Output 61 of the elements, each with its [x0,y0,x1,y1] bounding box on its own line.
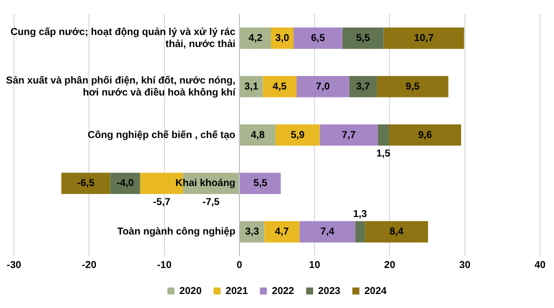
bar [378,124,389,146]
data-label: -6,5 [77,178,95,190]
data-label: 4,8 [250,130,266,141]
legend-label: 2024 [364,286,388,297]
y-tick-label: Công nghiệp chế biến , chế tạo [88,130,236,141]
data-label: 9,5 [406,81,420,92]
legend-label: 2022 [272,286,295,297]
data-label: -5,7 [153,196,171,208]
x-tick-label: -10 [157,260,172,271]
bar [364,221,428,242]
data-label: 3,3 [245,226,260,238]
x-tick-label: -30 [6,260,22,271]
data-label: 1,5 [376,148,391,160]
bar [240,28,271,49]
data-label: -4,0 [116,178,134,190]
data-label: 7,4 [320,226,335,238]
bar [264,221,300,242]
x-tick-label: 40 [534,260,546,271]
data-label: 8,4 [390,226,404,238]
bar [320,124,378,146]
legend-label: 2020 [179,286,202,297]
data-label: 4,2 [248,32,263,44]
bar [275,124,320,146]
data-label: 3,0 [275,32,290,44]
bar [240,172,281,194]
data-label: 10,7 [414,32,434,44]
bar [355,221,365,242]
bar [342,28,384,49]
legend-label: 2021 [226,286,248,297]
data-label: 7,7 [342,130,356,141]
bar [388,124,462,146]
x-tick-label: 0 [236,260,243,271]
data-label: 9,6 [418,130,432,141]
data-label: -7,5 [202,196,220,208]
data-label: 5,5 [253,178,268,190]
bar [376,76,448,98]
bar [349,76,377,98]
data-label: 7,0 [316,81,330,92]
bar [61,172,110,194]
data-label: 6,5 [311,32,326,44]
x-tick-label: 10 [309,260,321,271]
data-label: 5,9 [290,130,306,141]
data-label: 4,5 [272,81,288,92]
x-tick-label: 20 [384,260,396,271]
data-label: 1,3 [353,208,368,220]
data-label: 5,5 [356,32,370,44]
y-tick-label: Cung cấp nước; hoạt động quản lý và xử lý rác thải, nước thải [10,26,236,50]
bar [294,28,342,49]
legend-label: 2023 [318,286,341,297]
x-tick-label: 30 [459,260,471,271]
bar [300,221,356,242]
data-label: 4,7 [274,226,290,238]
data-label: 3,1 [244,81,259,92]
x-tick-label: -20 [82,260,97,271]
bar [262,76,297,98]
data-label: 3,7 [356,81,370,92]
y-tick-label: Toàn ngành công nghiệp [117,226,236,238]
bar [296,76,350,98]
y-tick-label: Sản xuất và phân phối điện, khí đốt, nước nóng, hơi nước và điều hoà không khí [6,75,237,98]
bar [240,124,276,146]
bar [384,28,464,49]
